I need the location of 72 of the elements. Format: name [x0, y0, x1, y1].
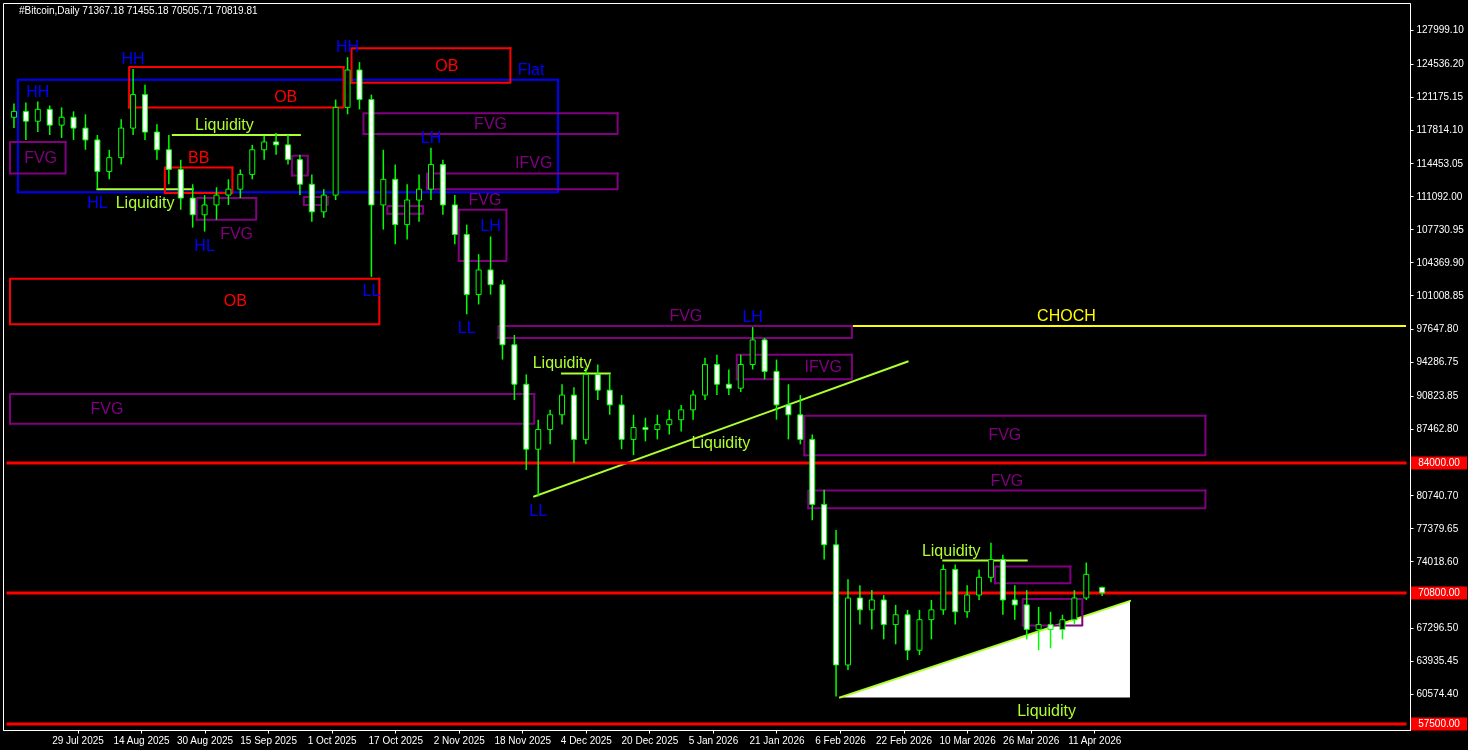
y-tick-label: 117814.10	[1416, 124, 1464, 136]
y-tick-label: 127999.10	[1416, 24, 1465, 36]
y-tick-label: 67296.50	[1416, 622, 1459, 634]
x-tick-label: 20 Dec 2025	[621, 734, 679, 746]
annotation: HH	[121, 50, 145, 67]
annotation: HH	[336, 38, 360, 56]
series-label: FVG	[90, 399, 124, 417]
annotation: LL	[529, 501, 548, 519]
series-label: FVG	[474, 114, 507, 132]
annotation: HL	[194, 236, 215, 254]
y-tick-label: 101008.85	[1416, 289, 1465, 301]
x-tick-label: 11 Apr 2026	[1068, 734, 1122, 746]
x-tick-label: 21 Jan 2026	[749, 734, 805, 746]
annotation: Liquidity	[532, 354, 592, 372]
x-tick-label: 14 Aug 2025	[113, 734, 171, 746]
y-tick-label: 90823.85	[1416, 390, 1459, 402]
x-tick-label: 5 Jan 2026	[688, 734, 739, 746]
annotation: Liquidity	[921, 541, 981, 559]
series-label: FVG	[24, 148, 58, 166]
series-label: OB	[274, 88, 298, 106]
annotation: HL	[87, 194, 108, 212]
series-label: 84000.00	[1418, 457, 1461, 469]
annotation: Liquidity	[691, 434, 751, 452]
x-tick-label: 18 Nov 2025	[494, 734, 552, 746]
x-tick-label: 10 Mar 2026	[939, 734, 997, 746]
y-tick-label: 94286.75	[1416, 356, 1459, 368]
x-tick-label: 4 Dec 2025	[560, 734, 613, 746]
y-tick-label: 87462.80	[1416, 423, 1459, 435]
x-tick-label: 1 Oct 2025	[307, 734, 358, 746]
series-label: FVG	[220, 224, 254, 242]
series-label: 70800.00	[1418, 587, 1461, 599]
series-label: BB	[187, 148, 210, 166]
series-label: OB	[435, 56, 459, 74]
annotation: Liquidity	[195, 116, 254, 133]
y-tick-label: 97647.80	[1416, 323, 1459, 335]
annotation: LH	[420, 128, 442, 146]
x-tick-label: 17 Oct 2025	[368, 734, 424, 746]
annotation: LH	[742, 308, 763, 326]
series-label: 57500.00	[1418, 718, 1461, 730]
x-tick-label: 26 Mar 2026	[1003, 734, 1060, 746]
series-label: FVG	[669, 307, 703, 325]
series-label: IFVG	[515, 154, 553, 172]
x-tick-label: 30 Aug 2025	[177, 734, 234, 746]
x-tick-label: 22 Feb 2026	[876, 734, 933, 746]
annotation: Liquidity	[1017, 702, 1076, 720]
y-tick-label: 121175.15	[1416, 91, 1464, 103]
annotation: LL	[457, 319, 476, 337]
y-tick-label: 63935.45	[1416, 655, 1459, 667]
annotation: LH	[480, 217, 501, 235]
chart-title: #Bitcoin,Daily 71367.18 71455.18 70505.71 70819.81	[19, 5, 258, 16]
y-tick-label: 107730.95	[1416, 223, 1465, 235]
y-tick-label: 104369.90	[1416, 256, 1465, 268]
series-label: Flat	[517, 60, 545, 78]
y-tick-label: 111092.00	[1416, 190, 1463, 202]
x-tick-label: 6 Feb 2026	[815, 734, 867, 746]
x-tick-label: 15 Sep 2025	[240, 734, 298, 746]
series-label: FVG	[988, 426, 1022, 444]
y-tick-label: 74018.60	[1416, 555, 1459, 567]
x-tick-label: 2 Nov 2025	[433, 734, 486, 746]
y-tick-label: 60574.40	[1416, 688, 1459, 700]
annotation: HH	[26, 82, 50, 100]
x-tick-label: 29 Jul 2025	[52, 734, 105, 746]
series-label: FVG	[990, 471, 1024, 489]
series-label: FVG	[468, 190, 502, 208]
annotation: CHOCH	[1037, 307, 1096, 325]
y-tick-label: 77379.65	[1416, 522, 1459, 534]
annotation: Liquidity	[115, 194, 175, 212]
y-tick-label: 114453.05	[1416, 157, 1464, 169]
y-tick-label: 124536.20	[1416, 58, 1465, 70]
series-label: IFVG	[804, 357, 842, 375]
y-tick-label: 80740.70	[1416, 489, 1459, 501]
series-label: OB	[223, 292, 247, 310]
